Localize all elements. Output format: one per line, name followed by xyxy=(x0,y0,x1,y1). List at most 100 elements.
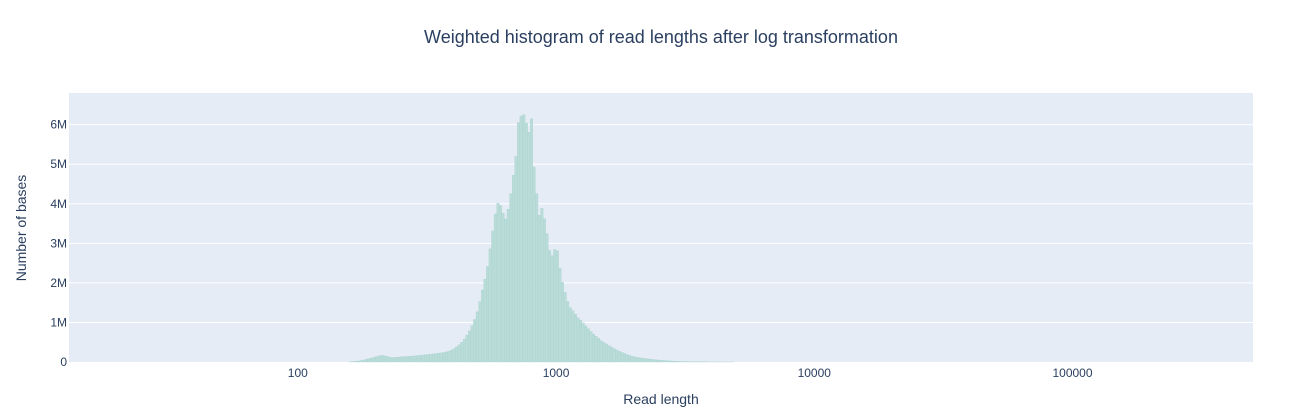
histogram-bar xyxy=(373,357,376,362)
histogram-bar xyxy=(450,350,453,362)
histogram-bar xyxy=(460,342,463,362)
histogram-bar xyxy=(528,132,531,362)
y-tick-label: 3M xyxy=(50,236,67,250)
histogram-bar xyxy=(360,361,363,362)
histogram-bar xyxy=(639,358,642,362)
histogram-bar xyxy=(409,356,412,362)
histogram-bar xyxy=(574,314,577,362)
histogram-bar xyxy=(538,215,541,362)
histogram-bar xyxy=(406,356,409,362)
histogram-bar xyxy=(453,349,456,362)
x-tick-label: 100 xyxy=(288,366,308,380)
histogram-bar xyxy=(600,341,603,362)
histogram-bar xyxy=(422,355,425,362)
histogram-bar xyxy=(646,359,649,362)
histogram-bar xyxy=(355,361,358,362)
histogram-bar xyxy=(404,357,407,362)
histogram-bar xyxy=(393,357,396,362)
histogram-bar xyxy=(641,358,644,362)
histogram-bar xyxy=(543,219,546,362)
histogram-bar xyxy=(636,357,639,362)
histogram-bar xyxy=(497,203,500,362)
y-tick-label: 6M xyxy=(50,118,67,132)
histogram-bar xyxy=(603,342,606,362)
histogram-bar xyxy=(396,357,399,362)
histogram-bar xyxy=(424,355,427,362)
histogram-bar xyxy=(667,361,670,362)
histogram-bar xyxy=(499,206,502,362)
histogram-bar xyxy=(437,353,440,362)
histogram-bar xyxy=(584,326,587,362)
histogram-bar xyxy=(486,266,489,362)
histogram-bar xyxy=(468,331,471,362)
histogram-bar xyxy=(659,360,662,362)
histogram-bar xyxy=(430,354,433,362)
histogram-bar xyxy=(533,167,536,362)
y-tick-label: 2M xyxy=(50,276,67,290)
histogram-bar xyxy=(665,361,668,362)
histogram-bar xyxy=(541,208,544,362)
histogram-bar xyxy=(677,361,680,362)
histogram-bar xyxy=(610,347,613,362)
histogram-bar xyxy=(455,347,458,362)
histogram-bar xyxy=(520,116,523,362)
histogram-bar xyxy=(391,358,394,362)
histogram-bar xyxy=(370,358,373,362)
histogram-bar xyxy=(504,219,507,362)
histogram-bar xyxy=(375,357,378,362)
histogram-bar xyxy=(380,355,383,362)
histogram-bar xyxy=(662,360,665,362)
histogram-bar xyxy=(672,361,675,362)
histogram-bar xyxy=(621,352,624,362)
x-tick-label: 10000 xyxy=(798,366,832,380)
histogram-bar xyxy=(657,360,660,362)
x-tick-label: 1000 xyxy=(543,366,570,380)
histogram-bar xyxy=(615,350,618,362)
histogram-bar xyxy=(618,351,621,362)
histogram-bar xyxy=(525,123,528,362)
histogram-bar xyxy=(582,323,585,362)
histogram-bar xyxy=(590,332,593,362)
histogram-bar xyxy=(489,249,492,362)
histogram-bar xyxy=(494,214,497,362)
histogram-bar xyxy=(399,357,402,362)
histogram-bar xyxy=(530,119,533,362)
histogram-bar xyxy=(654,360,657,362)
y-tick-label: 0 xyxy=(60,355,67,369)
histogram-bar xyxy=(626,355,629,363)
histogram-bar xyxy=(471,326,474,362)
histogram-bar xyxy=(481,290,484,362)
histogram-bar xyxy=(440,353,443,362)
histogram-bar xyxy=(388,357,391,362)
histogram-bar xyxy=(484,279,487,362)
histogram-bar xyxy=(432,354,435,362)
histogram-bar xyxy=(561,282,564,362)
histogram-bar xyxy=(517,123,520,362)
histogram-bar xyxy=(577,318,580,362)
histogram-bar xyxy=(427,354,430,362)
histogram-bar xyxy=(587,329,590,362)
y-tick-label: 5M xyxy=(50,157,67,171)
histogram-bar xyxy=(623,353,626,362)
histogram-bar xyxy=(362,360,365,362)
histogram-bar xyxy=(491,231,494,362)
histogram-bar xyxy=(634,357,637,362)
histogram-bar xyxy=(411,356,414,362)
histogram-bar xyxy=(551,256,554,362)
histogram-bar xyxy=(680,361,683,362)
histogram-bar xyxy=(628,355,631,362)
histogram-bar xyxy=(572,311,575,362)
histogram-bar xyxy=(649,359,652,362)
histogram-bar xyxy=(463,339,466,362)
histogram-bar xyxy=(564,292,567,362)
histogram-bar xyxy=(595,336,598,362)
x-axis-label: Read length xyxy=(623,391,699,407)
histogram-bar xyxy=(569,308,572,362)
histogram-bar xyxy=(579,320,582,362)
histogram-bar xyxy=(401,357,404,362)
histogram-bar xyxy=(510,194,513,362)
histogram-bar xyxy=(386,356,389,362)
histogram-bar xyxy=(546,234,549,362)
